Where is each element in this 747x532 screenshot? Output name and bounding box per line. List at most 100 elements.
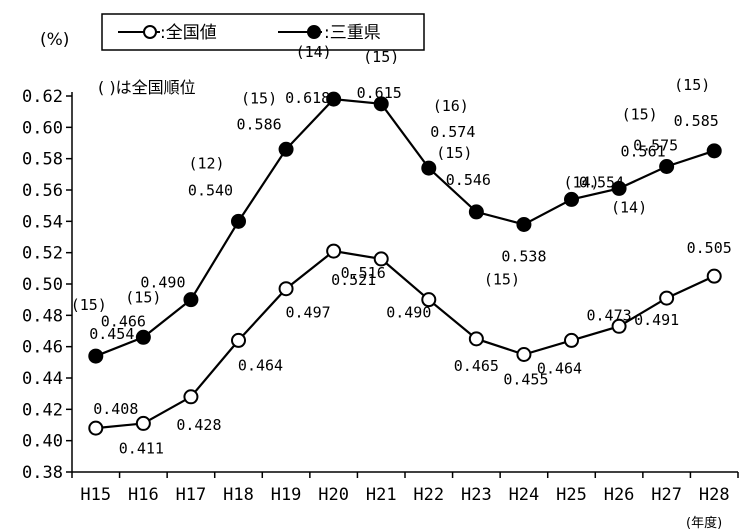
mie-rank-label: (15) xyxy=(363,48,399,66)
y-tick-label: 0.50 xyxy=(22,275,63,295)
national-point xyxy=(278,281,294,297)
national-point xyxy=(231,332,246,348)
legend-national-marker xyxy=(143,25,157,39)
mie-value-label: 0.538 xyxy=(501,247,546,265)
national-value-label: 0.464 xyxy=(238,356,283,374)
y-tick-label: 0.48 xyxy=(22,306,63,326)
y-tick-label: 0.62 xyxy=(22,87,63,107)
x-tick-label: H21 xyxy=(366,485,397,505)
mie-rank-label: (15) xyxy=(484,270,520,288)
national-line xyxy=(95,249,715,430)
national-value-label: 0.490 xyxy=(386,304,431,322)
y-tick-label: 0.38 xyxy=(22,463,63,483)
national-value-label: 0.505 xyxy=(687,239,732,257)
mie-point xyxy=(88,348,104,364)
mie-value-label: 0.575 xyxy=(633,137,678,155)
national-point xyxy=(88,420,104,436)
mie-point xyxy=(373,96,389,112)
national-point xyxy=(611,318,627,334)
y-tick-label: 0.58 xyxy=(22,150,63,170)
markers xyxy=(88,91,722,436)
y-tick-label: 0.40 xyxy=(22,432,63,452)
national-point xyxy=(183,389,199,405)
y-tick-label: 0.56 xyxy=(22,181,63,201)
x-tick-label: H28 xyxy=(699,485,730,505)
mie-rank-label: (15) xyxy=(125,288,161,306)
y-tick-label: 0.52 xyxy=(22,244,63,264)
y-tick-label: 0.44 xyxy=(22,369,63,389)
national-value-label: 0.473 xyxy=(586,306,631,324)
national-value-label: 0.455 xyxy=(503,371,548,389)
mie-value-label: 0.454 xyxy=(89,325,134,343)
mie-value-label: 0.490 xyxy=(140,274,185,292)
x-tick-label: H17 xyxy=(176,485,207,505)
mie-point xyxy=(183,292,199,308)
national-value-label: 0.516 xyxy=(341,264,386,282)
mie-value-label: 0.586 xyxy=(236,115,281,133)
x-tick-label: H27 xyxy=(651,485,682,505)
y-axis-unit: (%) xyxy=(40,30,69,50)
mie-value-label: 0.540 xyxy=(188,181,233,199)
mie-rank-label: (15) xyxy=(622,106,658,124)
x-axis-unit: (年度) xyxy=(686,515,722,531)
series-lines xyxy=(95,97,715,430)
national-value-label: 0.521 xyxy=(331,271,376,289)
legend: :全国値 :三重県 xyxy=(101,13,425,51)
mie-point xyxy=(468,204,484,220)
x-tick-label: H16 xyxy=(128,485,159,505)
national-value-label: 0.428 xyxy=(176,416,221,434)
mie-rank-label: (15) xyxy=(71,296,107,314)
national-value-label: 0.491 xyxy=(634,311,679,329)
mie-value-label: 0.546 xyxy=(446,171,491,189)
legend-mie-label: :三重県 xyxy=(324,23,381,43)
legend-mie-marker xyxy=(307,25,321,39)
mie-point xyxy=(706,143,722,159)
national-value-label: 0.464 xyxy=(537,359,582,377)
mie-rank-label: (14) xyxy=(611,198,647,216)
mie-rank-label: (15) xyxy=(674,76,710,94)
x-tick-label: H20 xyxy=(318,485,349,505)
x-tick-label: H26 xyxy=(604,485,635,505)
axes: 0.38 0.40 0.42 0.44 0.46 0.48 0.50 0.52 0.54 0.56… xyxy=(22,87,739,505)
mie-point xyxy=(516,216,532,232)
national-value-label: 0.465 xyxy=(454,357,499,375)
mie-point xyxy=(135,329,151,345)
national-point xyxy=(135,415,151,431)
mie-rank-label: (15) xyxy=(241,89,277,107)
x-tick-label: H19 xyxy=(271,485,302,505)
mie-point xyxy=(421,160,437,176)
national-point xyxy=(373,251,389,267)
y-tick-label: 0.54 xyxy=(22,212,63,232)
mie-point xyxy=(231,213,246,229)
national-value-label: 0.411 xyxy=(119,439,164,457)
x-tick-label: H18 xyxy=(223,485,254,505)
national-value-label: 0.497 xyxy=(285,304,330,322)
national-point xyxy=(421,292,437,308)
mie-value-label: 0.618 xyxy=(285,89,330,107)
mie-rank-label: (12) xyxy=(188,154,224,172)
mie-rank-label: (16) xyxy=(433,97,469,115)
y-tick-label: 0.42 xyxy=(22,400,63,420)
mie-point xyxy=(611,180,627,196)
mie-line xyxy=(95,97,715,358)
y-tick-label: 0.60 xyxy=(22,118,63,138)
mie-point xyxy=(564,191,579,207)
national-point xyxy=(468,331,484,347)
mie-rank-label: (14) xyxy=(563,173,599,191)
mie-rank-label: (15) xyxy=(436,144,472,162)
y-tick-label: 0.46 xyxy=(22,338,63,358)
national-point xyxy=(326,243,342,259)
x-tick-label: H25 xyxy=(556,485,587,505)
mie-value-label: 0.554 xyxy=(579,173,624,191)
legend-national-label: :全国値 xyxy=(160,23,217,43)
mie-value-label: 0.574 xyxy=(430,123,475,141)
mie-value-label: 0.466 xyxy=(101,312,146,330)
x-tick-label: H22 xyxy=(413,485,444,505)
x-tick-label: H23 xyxy=(461,485,492,505)
mie-value-label: 0.615 xyxy=(357,84,402,102)
x-tick-label: H15 xyxy=(80,485,111,505)
national-point xyxy=(516,347,532,362)
mie-rank-label: (14) xyxy=(296,43,332,61)
